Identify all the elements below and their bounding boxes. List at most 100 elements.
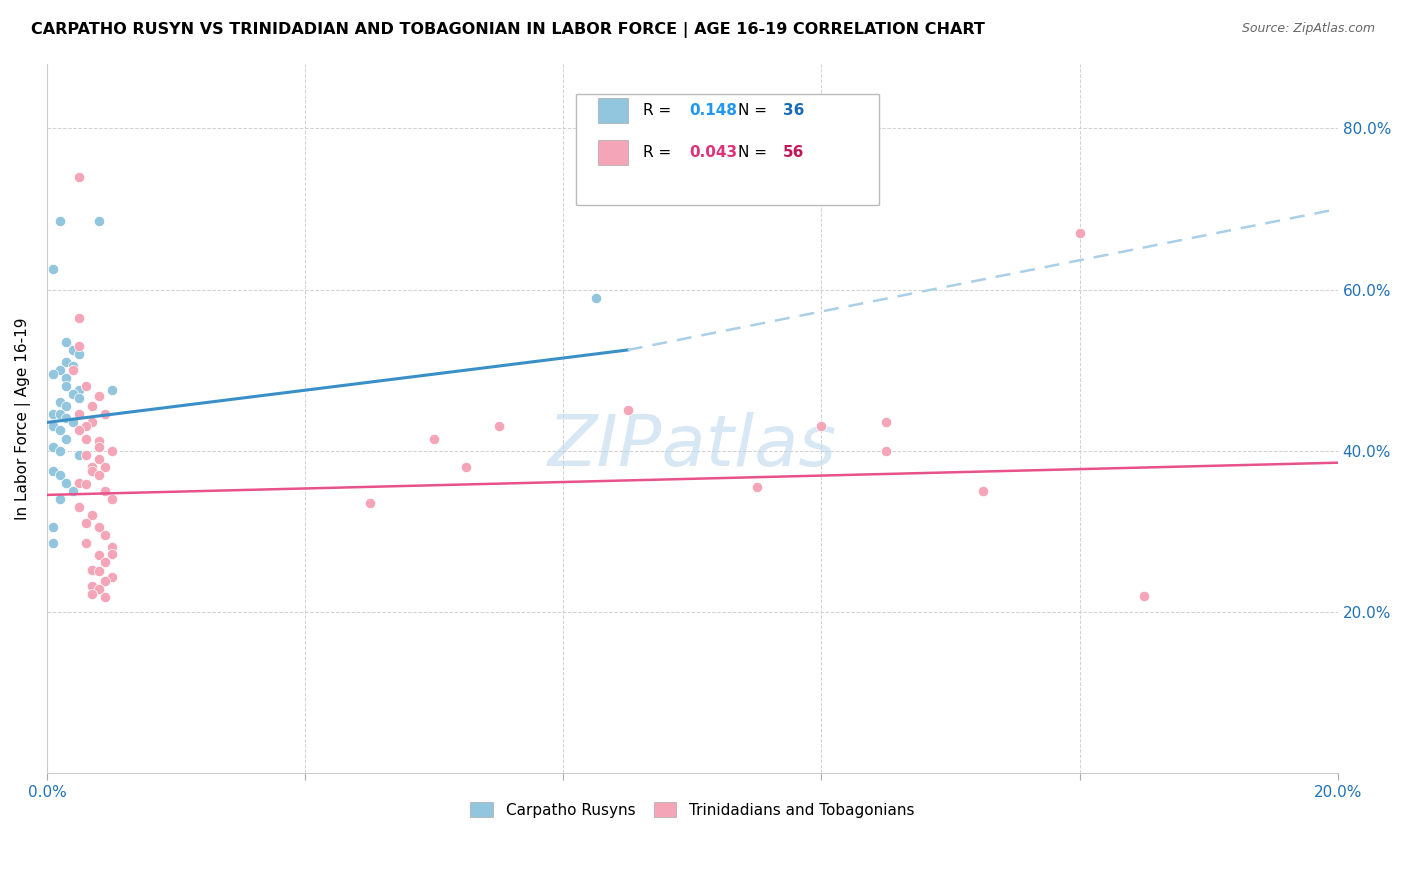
Point bbox=[49, 395, 72, 409]
Point bbox=[49, 408, 72, 422]
Point bbox=[67, 408, 90, 422]
Point bbox=[67, 383, 90, 397]
Point bbox=[87, 565, 110, 579]
Point bbox=[67, 500, 90, 514]
Point bbox=[62, 343, 84, 357]
Point bbox=[75, 419, 97, 434]
Point bbox=[94, 555, 117, 569]
Text: 0.148: 0.148 bbox=[689, 103, 737, 118]
Point bbox=[42, 536, 65, 550]
Text: 0.043: 0.043 bbox=[689, 145, 737, 160]
Point bbox=[75, 448, 97, 462]
Point bbox=[1133, 589, 1156, 603]
Point bbox=[67, 310, 90, 325]
Point bbox=[100, 383, 122, 397]
Point bbox=[87, 434, 110, 448]
Point bbox=[423, 432, 446, 446]
Point bbox=[100, 443, 122, 458]
Text: ZIPatlas: ZIPatlas bbox=[548, 412, 837, 482]
Point bbox=[875, 416, 897, 430]
Point bbox=[100, 541, 122, 555]
Point bbox=[67, 169, 90, 184]
Point bbox=[42, 464, 65, 478]
Point bbox=[875, 443, 897, 458]
Point bbox=[87, 440, 110, 454]
Point bbox=[62, 387, 84, 401]
Point bbox=[1069, 226, 1091, 240]
Point bbox=[67, 347, 90, 361]
Point bbox=[42, 520, 65, 534]
Point bbox=[55, 400, 77, 414]
Point bbox=[94, 408, 117, 422]
Point bbox=[94, 528, 117, 542]
Text: N =: N = bbox=[738, 145, 772, 160]
Point bbox=[82, 400, 104, 414]
Point bbox=[87, 549, 110, 563]
Point bbox=[82, 508, 104, 522]
Legend: Carpatho Rusyns, Trinidadians and Tobagonians: Carpatho Rusyns, Trinidadians and Tobago… bbox=[463, 795, 922, 825]
Point bbox=[67, 391, 90, 405]
Point bbox=[49, 424, 72, 438]
Point bbox=[62, 363, 84, 377]
Text: R =: R = bbox=[643, 145, 676, 160]
Point bbox=[75, 432, 97, 446]
Text: N =: N = bbox=[738, 103, 772, 118]
Point bbox=[49, 491, 72, 506]
Point bbox=[616, 403, 638, 417]
Point bbox=[94, 590, 117, 604]
Point bbox=[87, 451, 110, 466]
Point bbox=[55, 432, 77, 446]
Point bbox=[42, 440, 65, 454]
Point bbox=[75, 516, 97, 530]
Point bbox=[100, 570, 122, 584]
Point bbox=[82, 416, 104, 430]
Point bbox=[359, 496, 381, 510]
Text: 56: 56 bbox=[783, 145, 804, 160]
Point bbox=[87, 467, 110, 482]
Text: CARPATHO RUSYN VS TRINIDADIAN AND TOBAGONIAN IN LABOR FORCE | AGE 16-19 CORRELAT: CARPATHO RUSYN VS TRINIDADIAN AND TOBAGO… bbox=[31, 22, 984, 38]
Point bbox=[87, 520, 110, 534]
Point bbox=[75, 477, 97, 491]
Point bbox=[62, 359, 84, 373]
Y-axis label: In Labor Force | Age 16-19: In Labor Force | Age 16-19 bbox=[15, 318, 31, 520]
Point bbox=[745, 480, 768, 494]
Point bbox=[42, 262, 65, 277]
Point bbox=[62, 483, 84, 498]
Point bbox=[82, 563, 104, 577]
Point bbox=[82, 579, 104, 593]
Point bbox=[55, 355, 77, 369]
Point bbox=[55, 379, 77, 393]
Point bbox=[456, 459, 478, 474]
Point bbox=[55, 411, 77, 425]
Point bbox=[42, 408, 65, 422]
Point bbox=[488, 419, 510, 434]
Text: Source: ZipAtlas.com: Source: ZipAtlas.com bbox=[1241, 22, 1375, 36]
Point bbox=[49, 363, 72, 377]
Point bbox=[87, 582, 110, 596]
Point bbox=[49, 214, 72, 228]
Point bbox=[67, 339, 90, 353]
Point bbox=[972, 483, 994, 498]
Point bbox=[87, 214, 110, 228]
Point bbox=[42, 419, 65, 434]
Point bbox=[49, 467, 72, 482]
Point bbox=[67, 424, 90, 438]
Point bbox=[75, 536, 97, 550]
Point bbox=[87, 389, 110, 403]
Point bbox=[82, 587, 104, 601]
Point bbox=[55, 371, 77, 385]
Point bbox=[42, 367, 65, 381]
Point bbox=[810, 419, 832, 434]
Point bbox=[585, 291, 607, 305]
Point bbox=[55, 334, 77, 349]
Point bbox=[82, 464, 104, 478]
Text: R =: R = bbox=[643, 103, 676, 118]
Point bbox=[94, 483, 117, 498]
Text: 36: 36 bbox=[783, 103, 804, 118]
Point bbox=[75, 379, 97, 393]
Point bbox=[67, 475, 90, 490]
Point bbox=[94, 459, 117, 474]
Point bbox=[55, 475, 77, 490]
Point bbox=[62, 416, 84, 430]
Point bbox=[49, 443, 72, 458]
